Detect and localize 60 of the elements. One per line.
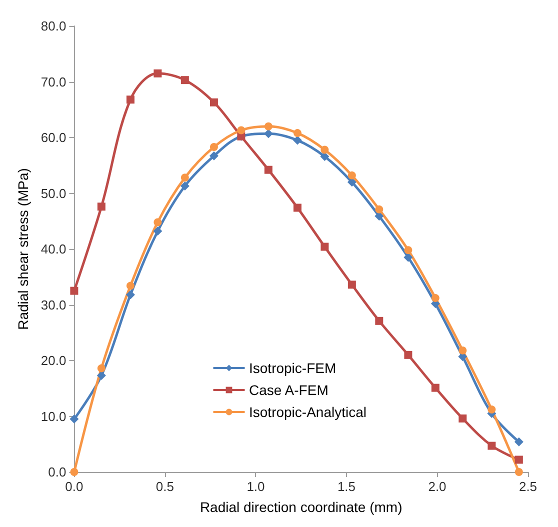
x-tick-label: 1.0 <box>246 479 265 494</box>
point <box>126 282 134 290</box>
y-tick-label: 60.0 <box>40 130 66 145</box>
point <box>404 350 412 359</box>
point <box>210 142 218 151</box>
legend-label: Isotropic-Analytical <box>249 404 366 420</box>
point <box>293 204 302 212</box>
point <box>320 242 329 251</box>
point <box>180 182 190 191</box>
point <box>126 290 135 300</box>
x-tick-label: 1.5 <box>337 479 356 494</box>
point <box>153 226 162 236</box>
point <box>488 442 496 450</box>
point <box>293 129 302 138</box>
y-tick-label: 50.0 <box>40 186 66 201</box>
point <box>154 218 162 226</box>
point <box>126 96 134 104</box>
x-tick-label: 2.0 <box>428 479 446 494</box>
point <box>237 126 246 134</box>
point <box>292 136 302 145</box>
point <box>180 76 189 84</box>
y-tick-label: 80.0 <box>40 18 66 34</box>
point <box>97 364 106 372</box>
point <box>264 166 272 174</box>
y-tick-label: 70.0 <box>40 74 66 90</box>
x-tick-label: 0.5 <box>156 479 174 494</box>
point <box>514 468 523 476</box>
point <box>514 437 524 446</box>
point <box>320 146 329 154</box>
point <box>154 69 162 78</box>
x-tick-label: 0.0 <box>65 479 84 494</box>
x-axis-title: Radial direction coordinate (mm) <box>200 499 402 515</box>
point <box>375 316 384 325</box>
point <box>375 205 384 214</box>
y-tick-label: 30.0 <box>40 297 66 312</box>
point <box>458 414 467 422</box>
point <box>180 174 189 182</box>
point <box>70 414 79 424</box>
y-tick-label: 20.0 <box>40 353 66 368</box>
point <box>458 346 467 354</box>
point <box>96 371 106 380</box>
y-tick-label: 40.0 <box>40 242 66 256</box>
point <box>70 286 78 295</box>
point <box>209 151 218 160</box>
point <box>431 384 440 392</box>
y-tick-label: 10.0 <box>40 408 66 424</box>
point <box>210 98 218 106</box>
legend-label: Isotropic-FEM <box>249 360 336 376</box>
point <box>431 294 440 302</box>
point <box>404 246 412 254</box>
legend-label: Case A-FEM <box>249 382 328 398</box>
point <box>97 202 106 211</box>
y-axis-title: Radial shear stress (MPa) <box>15 168 31 330</box>
y-tick-label: 0.0 <box>48 464 66 480</box>
point <box>514 456 523 464</box>
point <box>488 406 496 414</box>
point <box>348 171 356 180</box>
point <box>264 122 272 130</box>
point <box>348 280 356 289</box>
x-tick-label: 2.5 <box>518 479 538 494</box>
